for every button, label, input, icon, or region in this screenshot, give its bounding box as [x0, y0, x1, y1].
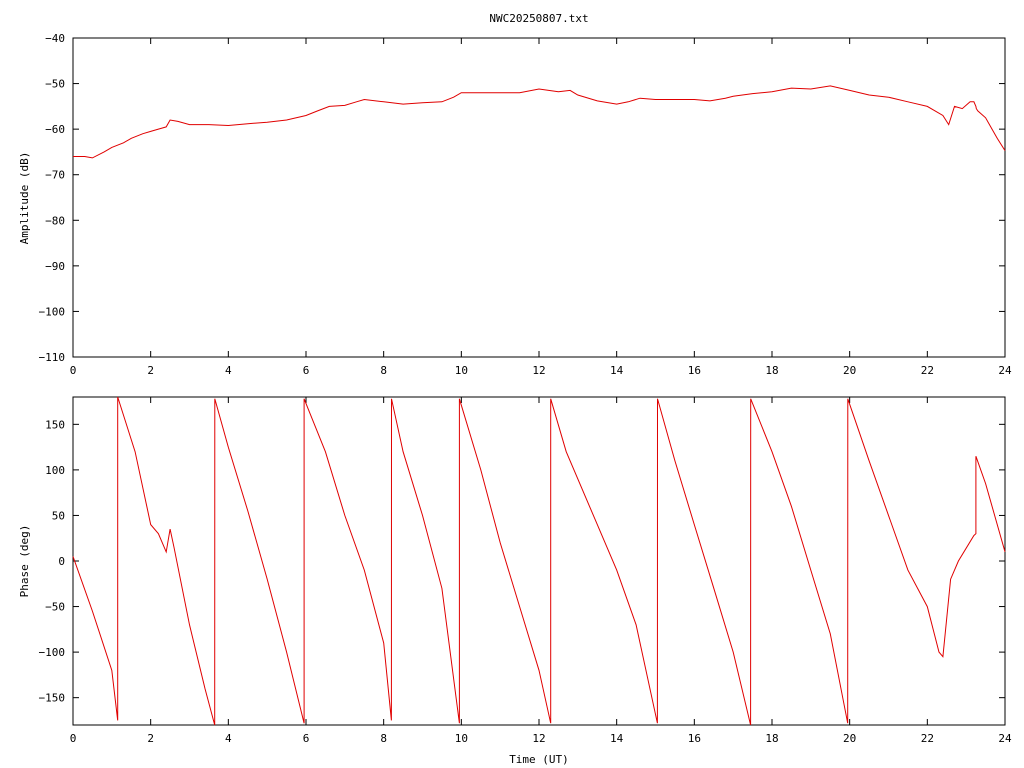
amplitude-x-ticks: 0 2 4 6 8 10 12 14 16 18 20 22 24	[70, 38, 1012, 377]
amplitude-y-tick-label: −80	[45, 214, 65, 227]
amplitude-y-axis-label: Amplitude (dB)	[18, 152, 31, 245]
phase-x-tick-label: 12	[532, 732, 545, 745]
amplitude-y-tick-label: −70	[45, 169, 65, 182]
chart-title: NWC20250807.txt	[489, 12, 588, 25]
phase-y-tick-label: −150	[39, 692, 66, 705]
amplitude-x-tick-label: 18	[765, 364, 778, 377]
amplitude-x-tick-label: 22	[921, 364, 934, 377]
amplitude-y-tick-label: −110	[39, 351, 66, 364]
phase-y-tick-label: −50	[45, 601, 65, 614]
phase-x-ticks: 0 2 4 6 8 10 12 14 16 18 20 22 24	[70, 397, 1012, 745]
phase-x-tick-label: 18	[765, 732, 778, 745]
phase-y-ticks: −150 −100 −50 0 50 100 150	[39, 418, 1005, 705]
amplitude-panel: −110−100−90−80−70−60−50−40 0 2 4 6 8 10 12 14 16…	[18, 32, 1012, 377]
amplitude-x-tick-label: 24	[998, 364, 1012, 377]
amplitude-x-tick-label: 12	[532, 364, 545, 377]
phase-x-tick-label: 8	[380, 732, 387, 745]
amplitude-x-tick-label: 0	[70, 364, 77, 377]
phase-x-tick-label: 4	[225, 732, 232, 745]
phase-x-tick-label: 20	[843, 732, 856, 745]
amplitude-x-tick-label: 6	[303, 364, 310, 377]
amplitude-series-line	[73, 85, 1006, 159]
phase-x-tick-label: 6	[303, 732, 310, 745]
phase-y-tick-label: 150	[45, 418, 65, 431]
phase-series-line	[72, 396, 1006, 726]
amplitude-y-tick-label: −100	[39, 305, 66, 318]
phase-x-tick-label: 2	[147, 732, 154, 745]
amplitude-x-tick-label: 16	[688, 364, 701, 377]
amplitude-y-tick-label: −50	[45, 78, 65, 91]
amplitude-x-tick-label: 14	[610, 364, 624, 377]
amplitude-x-tick-label: 4	[225, 364, 232, 377]
phase-x-tick-label: 10	[455, 732, 468, 745]
phase-y-tick-label: 100	[45, 464, 65, 477]
phase-x-axis-label: Time (UT)	[509, 753, 569, 766]
phase-y-axis-label: Phase (deg)	[18, 525, 31, 598]
phase-y-tick-label: 0	[58, 555, 65, 568]
amplitude-y-ticks: −110 −100 −90 −80 −70 −60 −50 −40	[39, 32, 1005, 364]
phase-x-tick-label: 16	[688, 732, 701, 745]
phase-x-tick-label: 14	[610, 732, 624, 745]
amplitude-x-tick-label: 8	[380, 364, 387, 377]
amplitude-y-tick-label: −60	[45, 123, 65, 136]
phase-x-tick-label: 0	[70, 732, 77, 745]
phase-x-tick-label: 22	[921, 732, 934, 745]
amplitude-x-tick-label: 2	[147, 364, 154, 377]
amplitude-y-tick-label: −90	[45, 260, 65, 273]
phase-y-tick-label: 50	[52, 509, 65, 522]
phase-x-tick-label: 24	[998, 732, 1012, 745]
amplitude-x-tick-label: 10	[455, 364, 468, 377]
amplitude-x-tick-label: 20	[843, 364, 856, 377]
amplitude-y-tick-label: −40	[45, 32, 65, 45]
phase-y-tick-label: −100	[39, 646, 66, 659]
